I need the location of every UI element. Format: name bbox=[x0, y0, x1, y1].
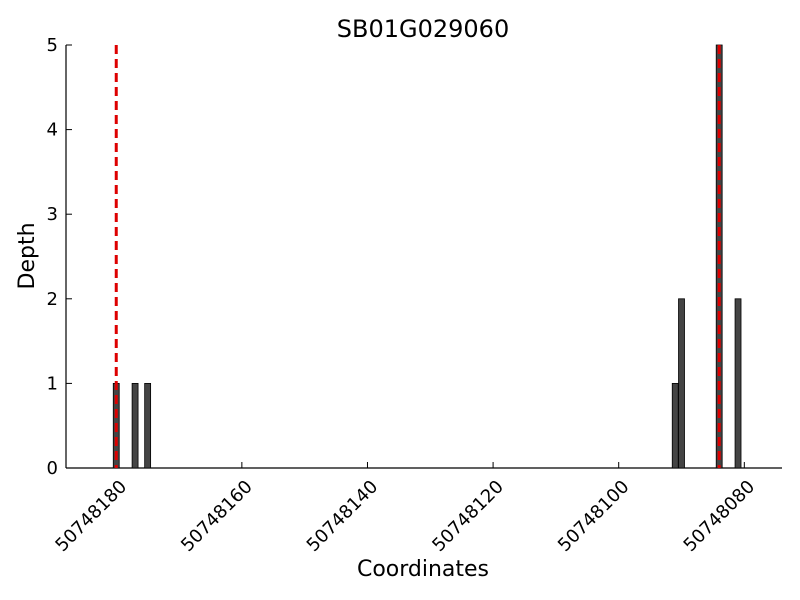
y-tick-label: 4 bbox=[47, 120, 58, 141]
y-axis-label: Depth bbox=[15, 222, 40, 289]
x-tick-label: 50748080 bbox=[680, 476, 760, 556]
x-tick-label: 50748180 bbox=[51, 476, 131, 556]
x-tick-label: 50748100 bbox=[554, 476, 634, 556]
x-axis-label: Coordinates bbox=[357, 557, 489, 582]
x-tick-label: 50748160 bbox=[177, 476, 257, 556]
y-tick-label: 2 bbox=[47, 289, 58, 310]
y-tick-label: 0 bbox=[47, 458, 58, 479]
x-tick-label: 50748120 bbox=[428, 476, 508, 556]
depth-bar bbox=[131, 382, 139, 469]
depth-bar bbox=[678, 298, 685, 469]
depth-bar bbox=[671, 382, 679, 469]
depth-bar bbox=[734, 298, 742, 469]
plot-area: 0 1 2 3 4 5 50748180 50748160 50748140 50748120 50… bbox=[47, 35, 782, 556]
y-tick-label: 5 bbox=[47, 35, 58, 56]
y-tick-label: 3 bbox=[47, 204, 58, 225]
x-tick-label: 50748140 bbox=[303, 476, 383, 556]
depth-bar bbox=[144, 382, 152, 469]
chart-title: SB01G029060 bbox=[337, 15, 509, 43]
y-tick-label: 1 bbox=[47, 373, 58, 394]
